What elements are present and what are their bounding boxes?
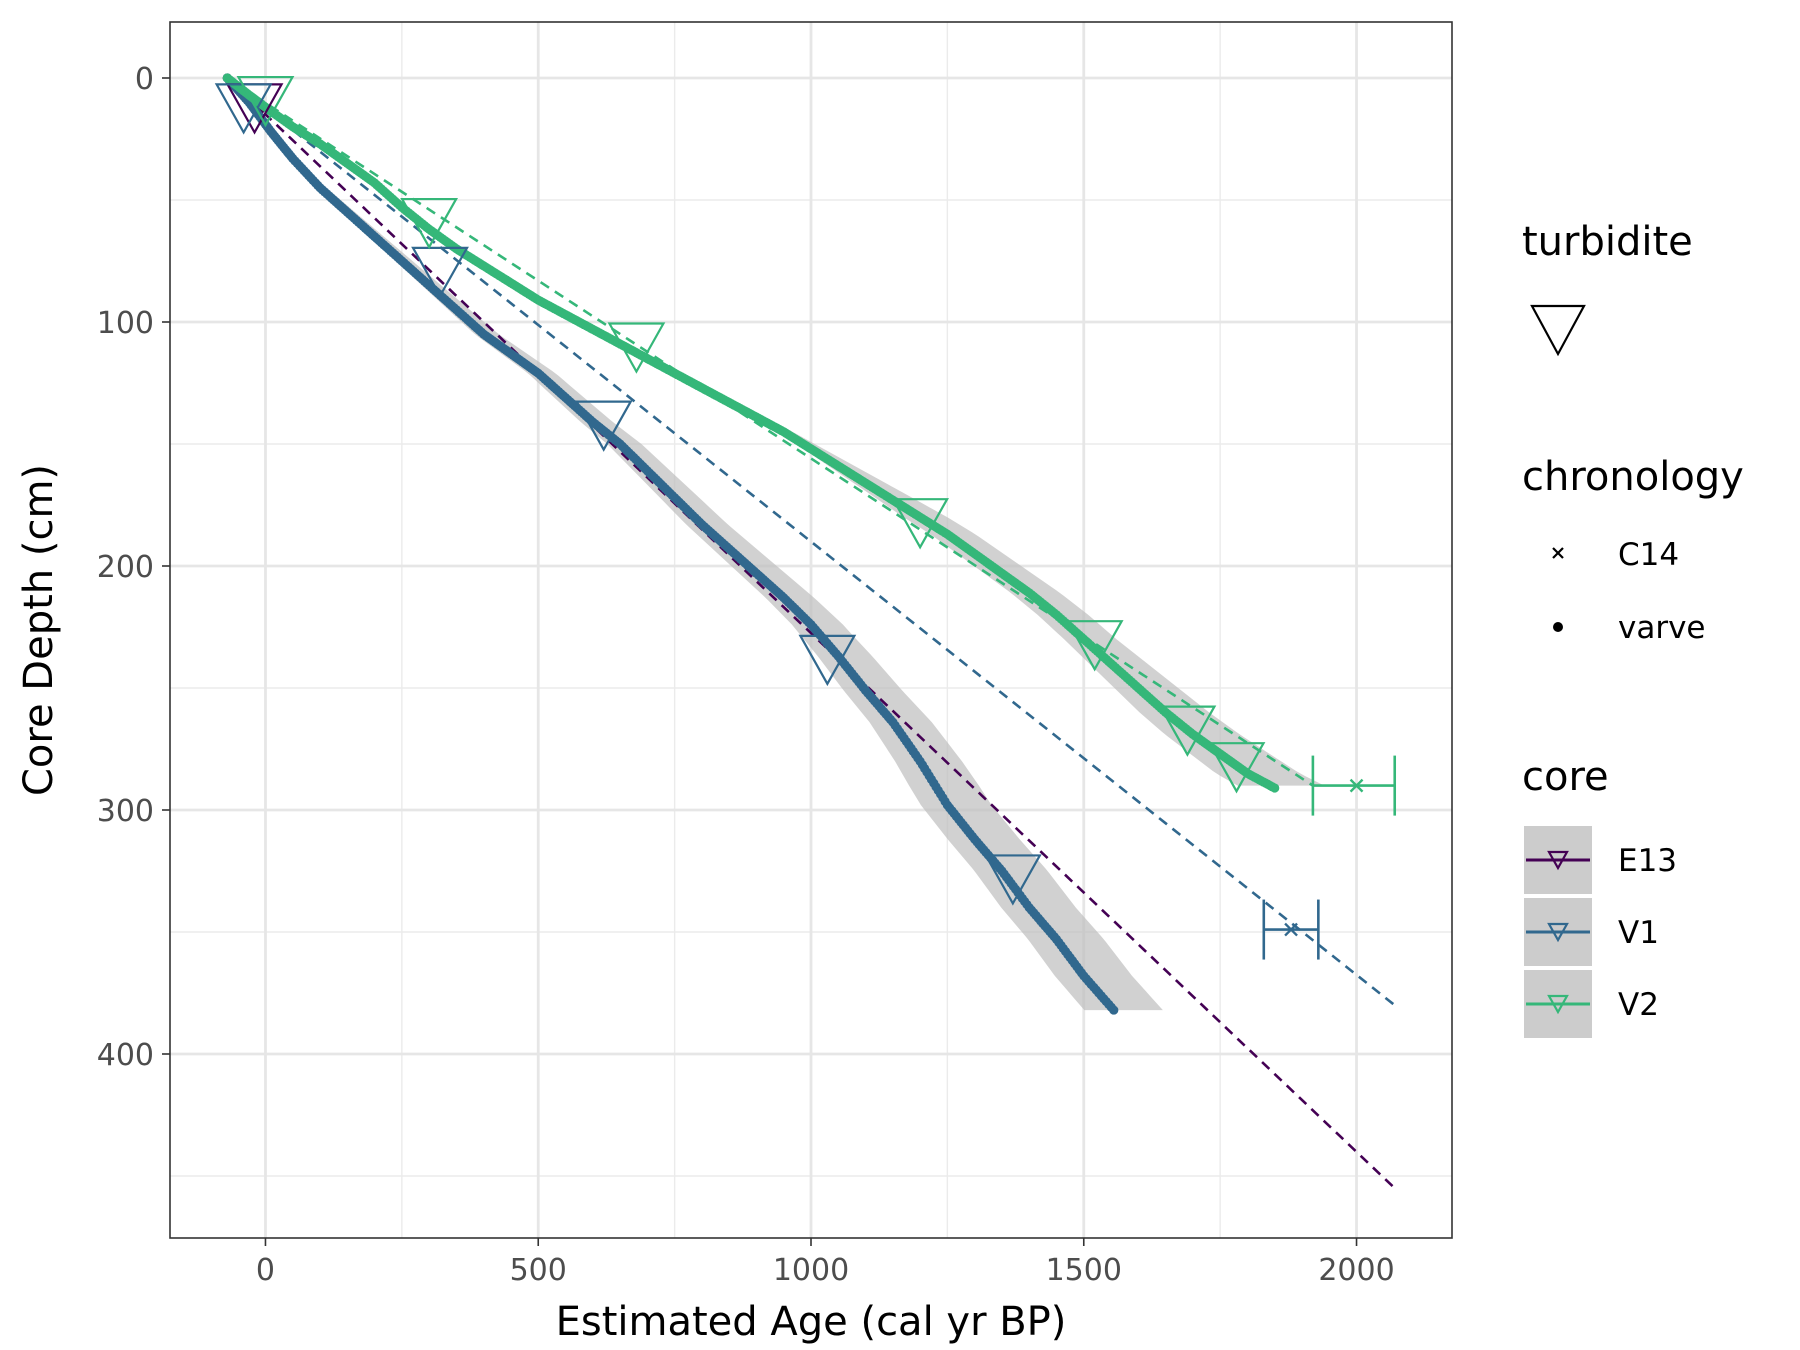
- legend-key-v1: V1: [1524, 898, 1659, 966]
- legend-title-chronology: chronology: [1522, 454, 1744, 500]
- legend-label-e13: E13: [1618, 843, 1677, 879]
- legend-title-turbidite: turbidite: [1522, 219, 1693, 265]
- turbidite-marker-v1: [411, 246, 469, 299]
- turbidite-marker-v2: [400, 197, 459, 250]
- turbidite-marker-v1: [798, 634, 857, 687]
- y-tick-label: 100: [97, 306, 154, 341]
- fit-line-v1: [226, 76, 1396, 1007]
- turbidite-marker-v1: [574, 400, 633, 452]
- legend-varve-dot-icon: [1553, 622, 1563, 632]
- x-tick-label: 2000: [1318, 1253, 1394, 1288]
- c14-marker-v1: [1262, 899, 1320, 960]
- legend-label-c14: C14: [1618, 537, 1679, 573]
- y-axis-ticks: 0 100 200 300 400: [97, 62, 170, 1073]
- y-tick-label: 0: [135, 62, 154, 97]
- y-tick-label: 400: [97, 1038, 154, 1073]
- legend-key-triangle: [1547, 850, 1569, 871]
- legend-key-e13: E13: [1524, 826, 1677, 894]
- legend-key-v2: V2: [1524, 970, 1659, 1038]
- core-legend-keys: E13 V1 V2: [1524, 826, 1677, 1038]
- fit-line-v2: [226, 76, 1314, 787]
- x-tick-label: 0: [256, 1253, 275, 1288]
- legend-label-v2: V2: [1618, 987, 1659, 1023]
- turbidite-marker-v1: [983, 854, 1042, 906]
- varve-point-v1: [1109, 1005, 1119, 1015]
- legend-label-v1: V1: [1618, 915, 1659, 951]
- legend: turbidite chronology C14 varve core E13 V…: [1522, 219, 1744, 1038]
- varve-points: [222, 73, 1280, 1015]
- turbidite-marker-v2: [1065, 620, 1124, 672]
- x-tick-label: 1000: [773, 1253, 849, 1288]
- turbidite-marker-v2: [607, 322, 666, 374]
- fit-lines: [226, 76, 1396, 1190]
- x-axis-ticks: 0 500 1000 1500 2000: [256, 1238, 1395, 1288]
- varve-point-v2: [1270, 783, 1280, 793]
- c14-cross: [1284, 922, 1298, 937]
- legend-turbidite-icon: [1530, 304, 1586, 357]
- y-axis-title: Core Depth (cm): [16, 464, 62, 796]
- x-tick-label: 500: [510, 1253, 567, 1288]
- turbidite-marker-v2: [891, 498, 949, 550]
- varve-points-v1: [222, 73, 1119, 1015]
- x-axis-title: Estimated Age (cal yr BP): [556, 1299, 1067, 1345]
- turbidite-marker-v2: [1158, 705, 1217, 757]
- legend-label-varve: varve: [1618, 610, 1706, 646]
- x-tick-label: 1500: [1046, 1253, 1122, 1288]
- legend-key-triangle: [1547, 994, 1569, 1015]
- turbidite-marker-v2: [236, 75, 295, 128]
- legend-title-core: core: [1522, 754, 1609, 800]
- legend-c14-cross-icon: [1552, 547, 1564, 559]
- legend-key-triangle: [1547, 922, 1569, 943]
- fit-line-e13: [226, 77, 1396, 1190]
- c14-markers: [1262, 755, 1397, 960]
- y-tick-label: 200: [97, 550, 154, 585]
- turbidite-marker-v2: [1207, 742, 1266, 794]
- turbidite-markers: [214, 75, 1266, 906]
- c14-cross: [1349, 778, 1364, 793]
- c14-marker-v2: [1311, 755, 1397, 816]
- y-tick-label: 300: [97, 794, 154, 829]
